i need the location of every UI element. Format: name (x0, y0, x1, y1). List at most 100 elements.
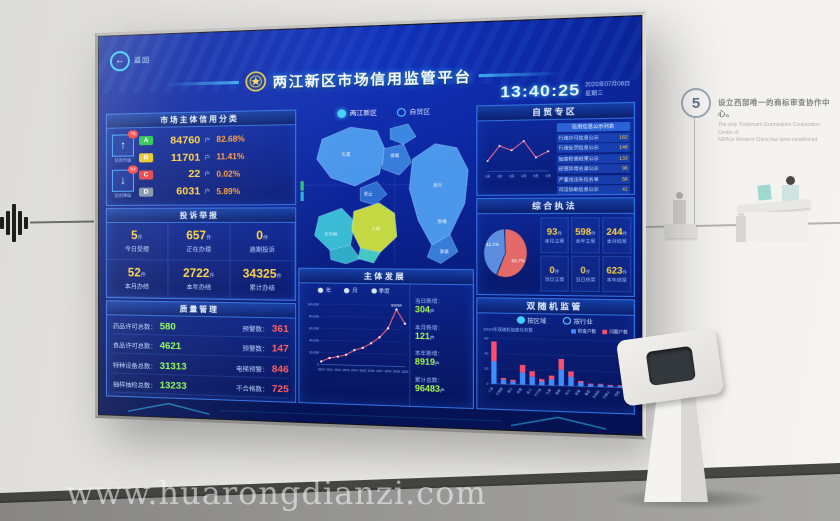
map-tab-1[interactable]: 自贸区 (397, 106, 430, 116)
wall-note-zh: 设立西部唯一的商标审查协作中心。 (718, 98, 830, 118)
map-district[interactable] (352, 203, 397, 253)
ftz-row-value: 133 (619, 154, 628, 161)
map-district-label: 复盛 (440, 248, 449, 253)
quality-value: 31313 (159, 360, 187, 373)
arrow-down-icon: ↓ 63 (111, 165, 139, 192)
bar-category-label: 金山 (525, 387, 533, 395)
grade-badge: D (139, 187, 154, 197)
kiosk-column (644, 396, 708, 502)
map-district[interactable] (409, 143, 468, 245)
complaint-stat: 2722件 本年办结 (168, 260, 231, 299)
ftz-list-row[interactable]: 抽查检查结果公示 133 (556, 153, 631, 164)
bar-category-label: 复盛 (583, 389, 591, 397)
credit-grade-row: A 84760 户 82.68% (139, 132, 291, 147)
enforcement-stat-label: 当日立案 (544, 275, 565, 282)
credit-down-label: 信用降级 (114, 192, 132, 198)
enforcement-stat-value: 244件 (606, 226, 628, 237)
credit-down-badge: 63 (127, 165, 139, 174)
credit-grade-row: D 6031 户 5.89% (139, 185, 291, 198)
svg-text:1月: 1月 (485, 174, 490, 178)
grade-badge: B (139, 153, 154, 163)
map-district[interactable] (315, 208, 355, 250)
svg-text:2016: 2016 (368, 369, 375, 373)
complaint-panel: 投诉举报 5件 今日受理 657件 正在办理 0件 逾期投诉 52件 本月办结 2722件 本年办… (105, 207, 297, 301)
bar-category-label: 天宫殿 (495, 386, 505, 396)
svg-text:2017: 2017 (376, 369, 383, 373)
watermark: www.huarongdianzi.com (66, 474, 487, 512)
bar-category-label: 石船 (613, 390, 621, 398)
bar-problems (587, 383, 594, 385)
enforcement-stat: 623件 本年结案 (602, 255, 632, 293)
map-district[interactable] (317, 126, 386, 186)
development-peak-label: 93034 (391, 303, 402, 307)
development-stat-value: 96483户 (414, 383, 445, 394)
enforcement-stats: 93件 本月立案 598件 本年立案 244件 本月结案 0件 当日立案 0件 当日结案 623件本… (538, 214, 634, 296)
development-stat: 当日新增： 304户 (415, 298, 468, 316)
header-wing-right (478, 71, 561, 77)
ftz-list-row[interactable]: 行政许可信息公示 162 (556, 132, 631, 143)
quality-label: 特种设备总数： (112, 362, 157, 371)
bar-problems (568, 371, 574, 377)
platform-header: 两江新区市场信用监管平台 (166, 62, 561, 94)
complaint-value: 5件 (131, 229, 143, 242)
grade-unit: 户 (204, 172, 211, 179)
radio-dot-icon (397, 107, 406, 117)
arrow-up-icon: ↑ 78 (111, 130, 139, 157)
development-stat-value: 121户 (414, 331, 435, 342)
quality-row: 食品许可总数： 4621 预警数： 147 (112, 337, 289, 359)
random-option-label: 按行业 (573, 318, 593, 326)
random-option-1[interactable]: 按行业 (562, 316, 593, 326)
back-button[interactable]: ← 返回 (109, 50, 151, 72)
ftz-row-text: 严重违法失信名单 (558, 175, 599, 182)
svg-text:2月: 2月 (497, 174, 502, 178)
bar-inspections (510, 381, 516, 385)
bar-inspections (519, 372, 526, 385)
enforcement-stat-value: 598件 (575, 226, 596, 237)
development-stat: 本年新增： 8919户 (415, 350, 468, 368)
dev-legend-item-0[interactable]: 年 (318, 286, 331, 294)
ftz-row-value: 58 (622, 175, 628, 182)
ftz-list-row[interactable]: 经营异常名录公示 96 (556, 163, 631, 174)
quality-value: 4621 (159, 340, 182, 353)
map-district[interactable] (382, 144, 411, 175)
ftz-list-row[interactable]: 严重违法失信名单 58 (556, 174, 631, 184)
dev-legend-item-1[interactable]: 月 (344, 286, 358, 294)
svg-text:0: 0 (317, 362, 319, 366)
ftz-list-row[interactable]: 行政处罚信息公示 148 (556, 142, 631, 153)
wall-step-connector (694, 118, 695, 224)
credit-panel: 市场主体信用分类 ↑ 78 信用升级 ↓ 63 信用降级 A 84760 户 82.68% B 11… (105, 109, 297, 206)
map-tab-0[interactable]: 两江新区 (337, 108, 378, 118)
map-tab-label: 两江新区 (349, 109, 378, 118)
quality-warn-value: 725 (271, 383, 289, 396)
svg-text:80,000: 80,000 (309, 314, 319, 318)
back-label: 返回 (133, 57, 151, 65)
random-legend-item: 检查户数 (570, 329, 596, 335)
ftz-list-row[interactable]: 司法协助信息公示 41 (556, 185, 631, 195)
bar-category-label: 双凤桥 (591, 389, 601, 399)
bar-problems (578, 380, 584, 383)
credit-grade-list: A 84760 户 82.68% B 11701 户 11.41% C 22 户 0.02% D 6031… (139, 125, 295, 205)
svg-text:60: 60 (485, 336, 489, 340)
quality-label: 抽样抽检总数： (112, 381, 157, 390)
clock-weekday: 星期三 (585, 89, 604, 97)
complaint-stat: 0件 逾期投诉 (230, 222, 296, 262)
enforcement-stat-value: 0件 (580, 265, 591, 275)
complaint-stat: 34325件 累计办结 (230, 260, 296, 300)
enforcement-stat-label: 本月结案 (606, 237, 627, 244)
ftz-line-chart: 1月 2月 3月 4月 5月 6月 (485, 123, 551, 179)
random-caption: 2019年双随机抽查任务数 (483, 326, 533, 333)
map-district[interactable] (390, 124, 416, 145)
development-stats: 当日新增： 304户 本月新增： 121户 本年新增： 8919户 累计总数： 96483户 (409, 284, 473, 408)
ftz-row-text: 行政许可信息公示 (558, 134, 599, 141)
grade-percent: 82.68% (216, 134, 245, 145)
development-stat-unit: 户 (440, 387, 445, 393)
random-option-0[interactable]: 按区域 (516, 316, 546, 325)
enforcement-stat-value: 93件 (546, 226, 563, 237)
bar-problems (510, 379, 516, 382)
bar-category-label: 玉峰山 (601, 390, 611, 400)
bar-problems (548, 375, 555, 380)
enforcement-stat: 0件 当日立案 (540, 255, 569, 292)
bar-category-label: 康美 (554, 388, 562, 396)
equalizer-wall-icon (0, 201, 30, 245)
dev-legend-item-2[interactable]: 季度 (370, 287, 390, 294)
